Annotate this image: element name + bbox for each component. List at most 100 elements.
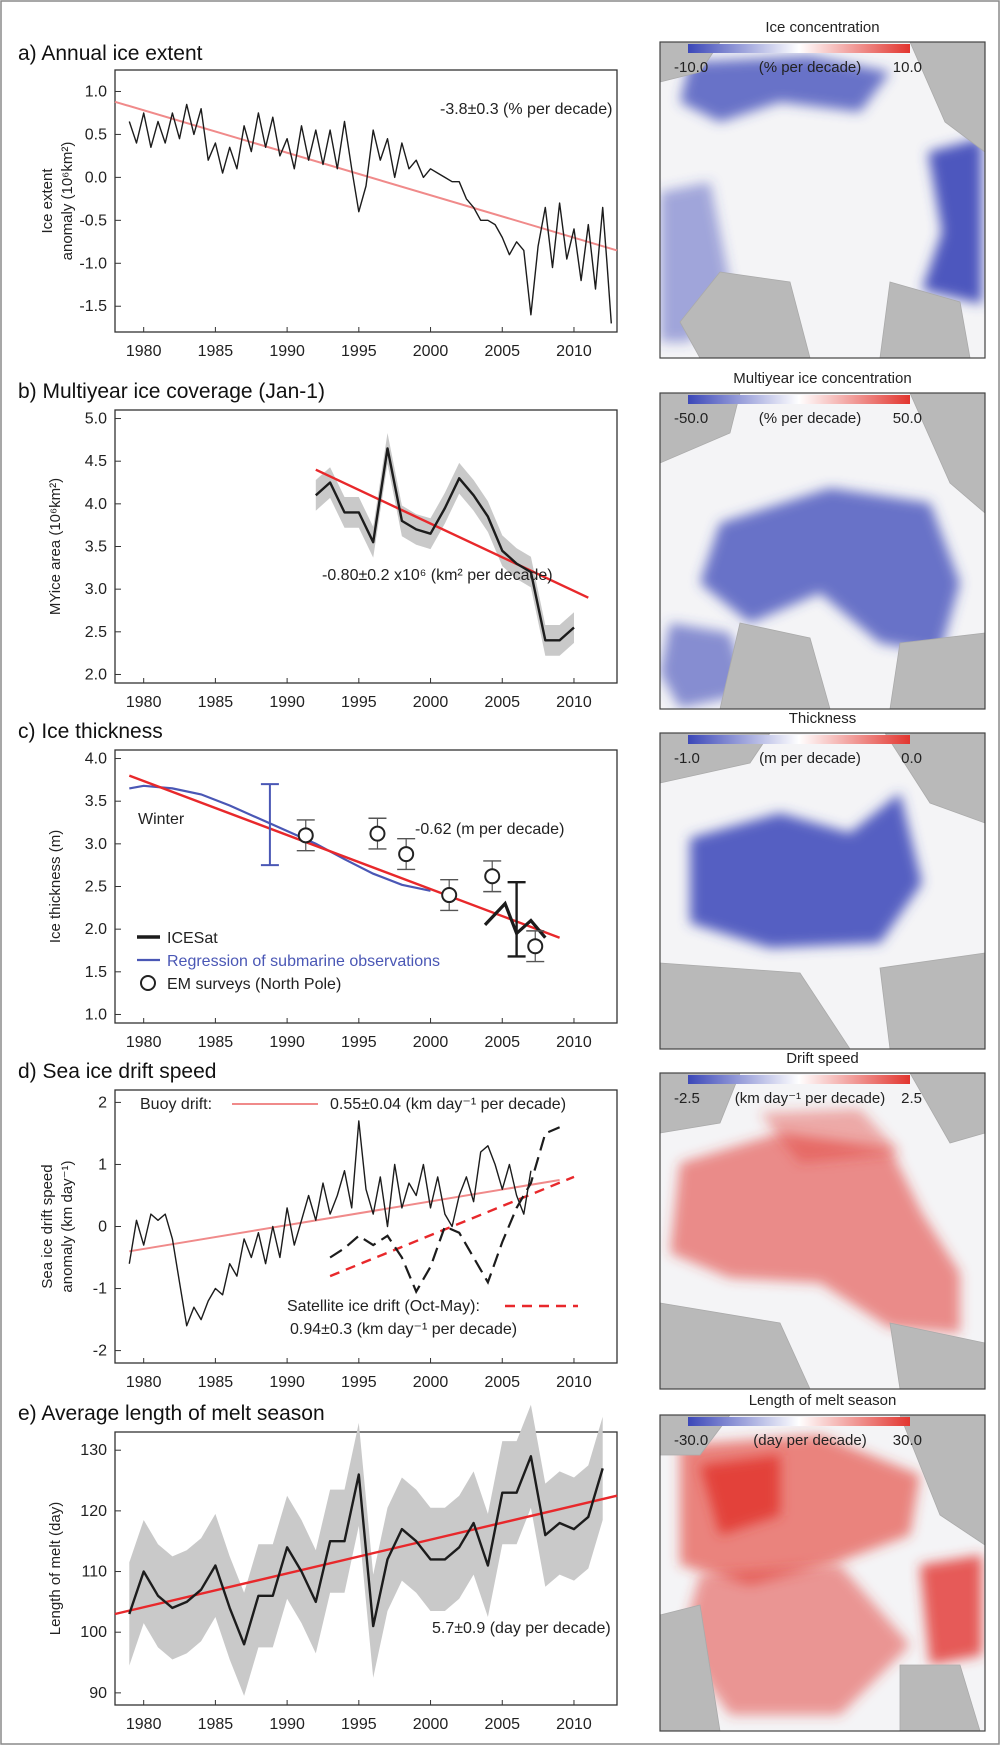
y-axis-label-b: MYice area (10⁶km²) — [47, 478, 64, 615]
y-tick-label-e: 100 — [80, 1624, 107, 1641]
scale-max-label-e: 30.0 — [893, 1432, 922, 1449]
maps-layer: Ice concentration -10.0 (% per decade) 10.0… — [659, 19, 986, 1732]
map-frame-d — [659, 1072, 986, 1390]
y-tick-label-e: 120 — [80, 1503, 107, 1520]
color-scale-bar-e — [688, 1417, 910, 1426]
x-tick-label-e: 1985 — [198, 1716, 234, 1733]
land-mass — [884, 733, 985, 824]
map-frame-a — [659, 41, 986, 359]
x-tick-label-a: 1995 — [341, 343, 377, 360]
trend-field-red — [920, 1555, 982, 1665]
em-survey-point — [441, 887, 458, 904]
x-tick-label-d: 2005 — [484, 1374, 520, 1391]
trend-field-red — [670, 1133, 960, 1333]
land-mass — [879, 281, 971, 358]
y-tick-label-e: 90 — [89, 1685, 107, 1702]
buoy-label: Buoy drift: — [140, 1096, 212, 1113]
legend-label-submarine: Regression of submarine observations — [167, 953, 440, 970]
y-tick-label-b: 3.0 — [85, 581, 107, 598]
land-mass — [719, 622, 831, 709]
scale-unit-label-a: (% per decade) — [759, 59, 862, 76]
legend-swatch-em — [140, 975, 156, 991]
x-tick-label-e: 2010 — [556, 1716, 592, 1733]
y-tick-label-c: 1.0 — [85, 1006, 107, 1023]
y-tick-label-e: 110 — [81, 1564, 107, 1581]
y-tick-label-b: 2.0 — [85, 666, 107, 683]
color-scale-bar-b — [688, 395, 910, 404]
color-scale-bar-d — [688, 1075, 910, 1084]
y-tick-label-d: -2 — [93, 1343, 107, 1360]
y-tick-label-c: 2.5 — [85, 879, 107, 896]
panel-b: b) Multiyear ice coverage (Jan-1) 1980 198… — [18, 380, 618, 711]
land-mass — [909, 1073, 985, 1144]
legend-label-icesat: ICESat — [167, 930, 218, 947]
ice-extent-series — [128, 103, 612, 324]
map-frame-e — [659, 1414, 986, 1732]
em-survey-point — [297, 827, 314, 844]
y-tick-label-b: 5.0 — [85, 411, 107, 428]
y-axis-label-group-a: Ice extent anomaly (10⁶km²) — [39, 142, 76, 261]
land-mass — [660, 1073, 741, 1134]
y-tick-label-c: 4.0 — [85, 751, 107, 768]
trend-field-red — [760, 1109, 900, 1163]
land-mass — [660, 733, 771, 784]
y-axis-label-d: Sea ice drift speed — [39, 1164, 56, 1288]
y-tick-label-e: 130 — [80, 1442, 107, 1459]
scale-max-label-d: 2.5 — [901, 1090, 922, 1107]
y-tick-label-a: 0.0 — [85, 169, 107, 186]
y-tick-label-c: 2.0 — [85, 921, 107, 938]
x-tick-label-d: 1990 — [269, 1374, 305, 1391]
y-tick-label-c: 1.5 — [85, 964, 107, 981]
y-axis-label-group-b: MYice area (10⁶km²) — [47, 478, 64, 615]
color-scale-bar-c — [688, 735, 910, 744]
satellite-label: Satellite ice drift (Oct-May): — [287, 1298, 480, 1315]
x-tick-label-b: 2000 — [413, 694, 449, 711]
x-tick-label-e: 1990 — [269, 1716, 305, 1733]
land-mass — [899, 1415, 985, 1546]
x-tick-label-e: 1980 — [126, 1716, 162, 1733]
land-mass — [889, 632, 985, 709]
map-frame-c — [659, 732, 986, 1050]
land-mass — [660, 1302, 811, 1389]
land-mass — [909, 393, 985, 514]
x-tick-label-d: 2010 — [556, 1374, 592, 1391]
map-title-d: Drift speed — [786, 1050, 859, 1067]
y-tick-label-b: 2.5 — [85, 624, 107, 641]
map-title-c: Thickness — [789, 710, 857, 727]
trend-line-a — [114, 100, 618, 252]
em-survey-point — [527, 938, 544, 955]
scale-max-label-b: 50.0 — [893, 410, 922, 427]
melt-season-series — [128, 1455, 604, 1646]
y-tick-label-a: -1.5 — [79, 298, 107, 315]
y-axis-label-group-e: Length of melt (day) — [47, 1502, 64, 1635]
x-tick-label-d: 2000 — [413, 1374, 449, 1391]
em-survey-point — [398, 846, 415, 863]
buoy-drift-series — [128, 1120, 532, 1327]
scale-unit-label-c: (m per decade) — [759, 750, 861, 767]
y-axis-label-a: Ice extent — [39, 168, 56, 234]
x-tick-label-d: 1980 — [126, 1374, 162, 1391]
trend-annotation-d: 0.55±0.04 (km day⁻¹ per decade) — [330, 1096, 566, 1113]
map-content-b — [660, 393, 985, 709]
land-mass — [879, 952, 985, 1049]
land-mass — [889, 1322, 985, 1389]
trend-field-blue — [700, 488, 960, 653]
trend-annotation-b: -0.80±0.2 x10⁶ (km² per decade) — [322, 567, 553, 584]
panel-a: a) Annual ice extent 1980 1985 1990 1995 2000… — [18, 42, 618, 360]
x-tick-label-a: 2010 — [556, 343, 592, 360]
map-panel-e: Length of melt season -30.0 (day per decad… — [659, 1392, 986, 1732]
y-tick-label-c: 3.5 — [85, 793, 107, 810]
scale-unit-label-d: (km day⁻¹ per decade) — [735, 1090, 885, 1107]
color-scale-bar-a — [688, 44, 910, 53]
scale-max-label-a: 10.0 — [893, 59, 922, 76]
map-panel-a: Ice concentration -10.0 (% per decade) 10.0 — [659, 19, 986, 359]
y-axis-label-c: Ice thickness (m) — [47, 830, 64, 943]
scale-min-label-e: -30.0 — [674, 1432, 708, 1449]
land-mass — [909, 42, 985, 153]
panel-title-d: d) Sea ice drift speed — [18, 1060, 216, 1083]
x-tick-label-c: 1985 — [198, 1034, 234, 1051]
panel-c: c) Ice thickness 1980 1985 1990 1995 2000 2005… — [18, 720, 618, 1051]
y-tick-label-d: 0 — [98, 1219, 107, 1236]
y-axis-label-line2-a: anomaly (10⁶km²) — [59, 142, 76, 261]
